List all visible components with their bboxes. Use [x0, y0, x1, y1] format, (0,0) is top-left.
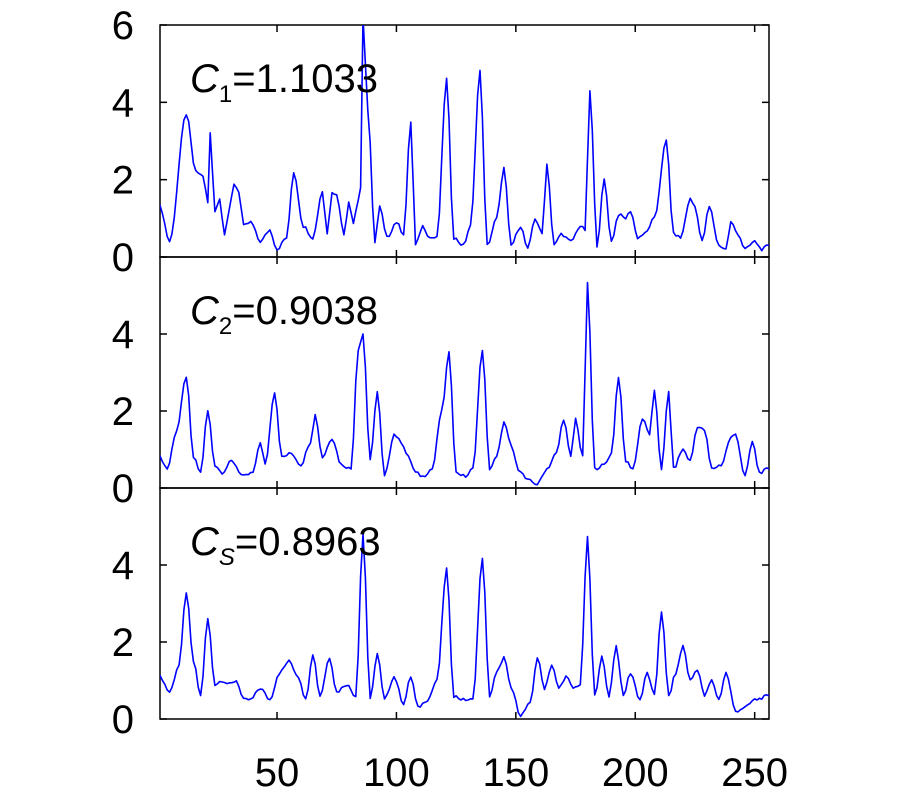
panel-1: 0 2 4 6 C1=1.1033 — [112, 4, 770, 280]
xtick-label: 50 — [255, 751, 300, 795]
panel-1-ytick-label: 2 — [112, 159, 134, 203]
panel-label-subscript: 1 — [219, 81, 232, 108]
xtick-label: 250 — [721, 751, 788, 795]
panel-2-ytick-label: 2 — [112, 390, 134, 434]
panel-3-frame — [159, 487, 770, 720]
panel-label-subscript: 2 — [219, 313, 232, 340]
panel-label-value: =0.9038 — [232, 289, 378, 333]
panel-3-ytick-label: 0 — [112, 698, 134, 742]
panel-label-letter: C — [190, 289, 220, 333]
panel-label-value: =0.8963 — [235, 520, 381, 564]
panel-3: 0 2 4 CS=0.8963 — [112, 487, 770, 742]
panel-1-series-line — [160, 25, 769, 252]
xtick-label: 150 — [482, 751, 549, 795]
panel-label-value: =1.1033 — [232, 57, 378, 101]
panel-2-series-line — [160, 281, 769, 486]
panel-label-letter: C — [190, 57, 220, 101]
panel-3-label: CS=0.8963 — [190, 520, 381, 571]
panel-2-ytick-label: 0 — [112, 467, 134, 511]
panel-2-ytick-label: 4 — [112, 313, 134, 357]
panel-1-ytick-label: 4 — [112, 81, 134, 125]
panel-2-label: C2=0.9038 — [190, 289, 378, 340]
panel-label-letter: C — [190, 520, 220, 564]
xtick-label: 200 — [602, 751, 669, 795]
xtick-label: 100 — [363, 751, 430, 795]
x-axis: 50 100 150 200 250 — [255, 751, 788, 795]
panel-label-subscript: S — [219, 544, 235, 571]
panel-1-label: C1=1.1033 — [190, 57, 378, 108]
panel-1-ytick-label: 6 — [112, 4, 134, 48]
panel-3-ytick-label: 2 — [112, 621, 134, 665]
panel-1-ytick-label: 0 — [112, 236, 134, 280]
panel-3-ytick-label: 4 — [112, 544, 134, 588]
panel-3-series-line — [160, 533, 769, 718]
